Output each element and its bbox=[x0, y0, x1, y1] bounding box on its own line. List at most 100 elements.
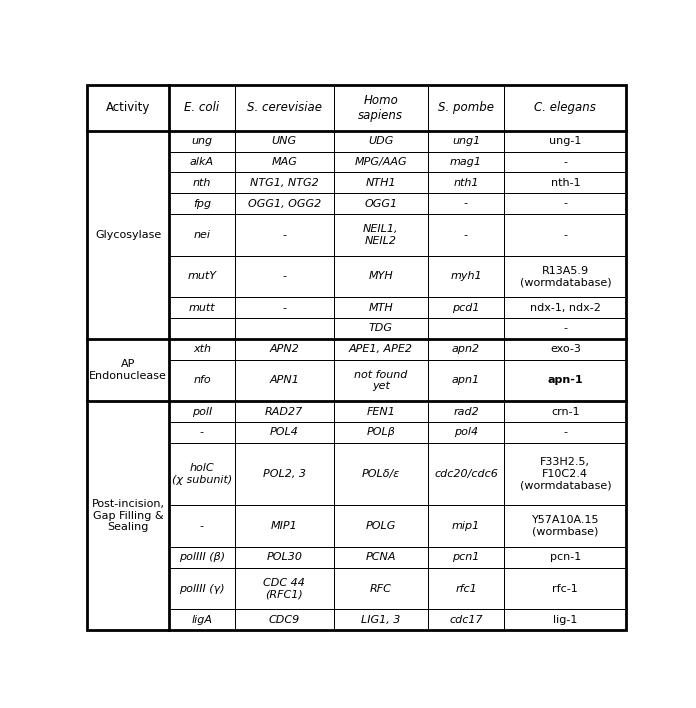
Bar bbox=[169, 422, 235, 442]
Text: crn-1: crn-1 bbox=[551, 406, 580, 416]
Text: -: - bbox=[563, 198, 567, 209]
Text: mutY: mutY bbox=[187, 271, 216, 281]
Text: -: - bbox=[283, 230, 286, 240]
Bar bbox=[505, 131, 626, 152]
Bar bbox=[334, 547, 427, 568]
Bar bbox=[235, 193, 334, 214]
Text: rad2: rad2 bbox=[453, 406, 479, 416]
Bar bbox=[87, 85, 169, 131]
Bar bbox=[169, 85, 235, 131]
Bar bbox=[334, 85, 427, 131]
Text: C. elegans: C. elegans bbox=[535, 101, 596, 115]
Text: Activity: Activity bbox=[106, 101, 150, 115]
Text: MPG/AAG: MPG/AAG bbox=[354, 157, 407, 167]
Text: -: - bbox=[200, 428, 204, 438]
Bar bbox=[169, 172, 235, 193]
Bar bbox=[334, 131, 427, 152]
Text: mip1: mip1 bbox=[452, 521, 480, 531]
Text: rfc-1: rfc-1 bbox=[553, 583, 578, 593]
Text: myh1: myh1 bbox=[450, 271, 482, 281]
Text: -: - bbox=[464, 230, 468, 240]
Bar bbox=[505, 172, 626, 193]
Bar bbox=[334, 422, 427, 442]
Bar bbox=[505, 422, 626, 442]
Text: mutt: mutt bbox=[189, 302, 215, 313]
Text: ligA: ligA bbox=[191, 615, 212, 624]
Text: pol4: pol4 bbox=[454, 428, 478, 438]
Bar bbox=[334, 568, 427, 610]
Text: PCNA: PCNA bbox=[365, 552, 396, 562]
Bar bbox=[169, 297, 235, 318]
Bar bbox=[427, 256, 505, 297]
Bar bbox=[427, 318, 505, 339]
Bar bbox=[427, 506, 505, 547]
Bar bbox=[427, 547, 505, 568]
Text: NEIL1,
NEIL2: NEIL1, NEIL2 bbox=[363, 224, 399, 246]
Bar bbox=[334, 214, 427, 256]
Bar bbox=[427, 442, 505, 506]
Bar bbox=[87, 131, 169, 339]
Text: TDG: TDG bbox=[369, 324, 393, 333]
Bar bbox=[169, 152, 235, 172]
Bar bbox=[505, 401, 626, 422]
Text: -: - bbox=[563, 428, 567, 438]
Bar bbox=[427, 131, 505, 152]
Bar bbox=[235, 547, 334, 568]
Text: Homo
sapiens: Homo sapiens bbox=[358, 94, 403, 122]
Bar bbox=[505, 193, 626, 214]
Bar bbox=[235, 442, 334, 506]
Bar bbox=[427, 297, 505, 318]
Text: xth: xth bbox=[193, 344, 211, 354]
Text: POLG: POLG bbox=[365, 521, 396, 531]
Bar bbox=[235, 214, 334, 256]
Bar bbox=[334, 442, 427, 506]
Bar bbox=[427, 214, 505, 256]
Text: -: - bbox=[200, 521, 204, 531]
Text: R13A5.9
(wormdatabase): R13A5.9 (wormdatabase) bbox=[519, 266, 611, 287]
Bar bbox=[235, 568, 334, 610]
Bar bbox=[235, 506, 334, 547]
Text: nei: nei bbox=[193, 230, 210, 240]
Text: holC
(χ subunit): holC (χ subunit) bbox=[172, 463, 232, 485]
Text: nfo: nfo bbox=[193, 375, 211, 385]
Text: ung: ung bbox=[191, 136, 212, 146]
Text: POLδ/ε: POLδ/ε bbox=[362, 469, 400, 479]
Bar bbox=[169, 568, 235, 610]
Text: F33H2.5,
F10C2.4
(wormdatabase): F33H2.5, F10C2.4 (wormdatabase) bbox=[519, 457, 611, 491]
Bar bbox=[505, 256, 626, 297]
Text: APN2: APN2 bbox=[269, 344, 299, 354]
Bar bbox=[505, 85, 626, 131]
Text: APE1, APE2: APE1, APE2 bbox=[349, 344, 413, 354]
Bar bbox=[505, 506, 626, 547]
Text: fpg: fpg bbox=[193, 198, 211, 209]
Bar bbox=[505, 568, 626, 610]
Bar bbox=[235, 339, 334, 360]
Bar bbox=[169, 131, 235, 152]
Text: exo-3: exo-3 bbox=[550, 344, 580, 354]
Text: RAD27: RAD27 bbox=[265, 406, 303, 416]
Bar bbox=[505, 442, 626, 506]
Text: nth-1: nth-1 bbox=[551, 178, 580, 188]
Bar bbox=[169, 442, 235, 506]
Text: S. cerevisiae: S. cerevisiae bbox=[247, 101, 322, 115]
Bar bbox=[334, 256, 427, 297]
Text: -: - bbox=[563, 157, 567, 167]
Text: FEN1: FEN1 bbox=[366, 406, 395, 416]
Bar bbox=[169, 339, 235, 360]
Bar bbox=[169, 610, 235, 630]
Bar bbox=[87, 401, 169, 630]
Text: UDG: UDG bbox=[368, 136, 393, 146]
Text: apn1: apn1 bbox=[452, 375, 480, 385]
Text: ung-1: ung-1 bbox=[549, 136, 582, 146]
Text: OGG1, OGG2: OGG1, OGG2 bbox=[248, 198, 321, 209]
Text: UNG: UNG bbox=[271, 136, 297, 146]
Bar bbox=[505, 339, 626, 360]
Bar bbox=[334, 610, 427, 630]
Bar bbox=[334, 401, 427, 422]
Text: apn2: apn2 bbox=[452, 344, 480, 354]
Text: -: - bbox=[283, 302, 286, 313]
Text: RFC: RFC bbox=[370, 583, 392, 593]
Text: Y57A10A.15
(wormbase): Y57A10A.15 (wormbase) bbox=[532, 515, 599, 537]
Text: nth1: nth1 bbox=[453, 178, 479, 188]
Bar bbox=[87, 339, 169, 401]
